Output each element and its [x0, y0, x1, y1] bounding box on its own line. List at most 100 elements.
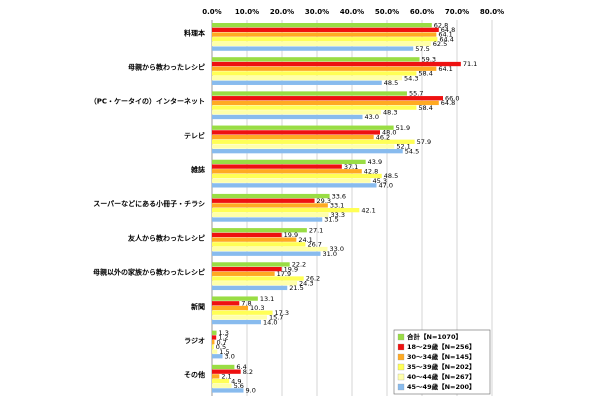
bar [212, 242, 306, 247]
category-label: ラジオ [184, 337, 205, 345]
category-label: 雑誌 [190, 165, 205, 174]
bar [212, 228, 307, 233]
bar [212, 262, 290, 267]
bar [212, 340, 215, 345]
value-label: 24.3 [299, 279, 313, 287]
bar [212, 232, 282, 238]
value-label: 6.4 [236, 363, 246, 371]
bar [212, 27, 439, 32]
category-label: 料理本 [184, 28, 205, 37]
legend-swatch [397, 363, 405, 371]
value-label: 0.7 [216, 338, 226, 346]
value-label: 1.5 [219, 348, 229, 356]
value-label: 26.2 [306, 275, 320, 283]
value-label: 47.0 [379, 182, 393, 190]
value-label: 10.3 [250, 304, 264, 312]
value-label: 43.0 [365, 113, 379, 121]
bar [212, 203, 328, 208]
value-label: 55.7 [409, 90, 423, 98]
value-label: 64.8 [441, 26, 455, 34]
bar [212, 57, 420, 62]
bar [212, 251, 321, 256]
bar [212, 193, 330, 199]
bar [212, 246, 328, 252]
bar [212, 61, 461, 67]
bar [212, 310, 273, 315]
bar [212, 105, 417, 110]
value-label: 3.0 [225, 352, 235, 360]
bar [212, 305, 249, 311]
bar [212, 96, 443, 101]
bar [212, 23, 432, 28]
value-label: 19.9 [284, 231, 298, 239]
bar [212, 125, 394, 130]
bar [212, 285, 288, 291]
value-label: 8.2 [243, 368, 253, 376]
value-label: 43.9 [368, 158, 382, 166]
value-label: 29.3 [317, 197, 331, 205]
value-label: 4.9 [231, 377, 241, 385]
bar [212, 144, 395, 149]
category-label: テレビ [184, 131, 205, 140]
bar [212, 149, 403, 154]
value-label: 15.7 [269, 314, 283, 322]
x-tick-label: 60.0% [410, 8, 434, 16]
value-label: 64.1 [438, 31, 452, 39]
bar [212, 169, 362, 174]
bar [212, 208, 360, 213]
bar [212, 354, 223, 359]
value-label: 19.9 [284, 265, 298, 273]
bar [212, 212, 329, 217]
value-label: 1.2 [218, 334, 228, 342]
category-label: 新聞 [191, 302, 205, 311]
bar [212, 178, 371, 183]
value-label: 58.4 [418, 104, 432, 112]
value-label: 1.3 [219, 329, 229, 337]
bar [212, 237, 297, 242]
legend-swatch [397, 343, 405, 351]
x-tick-label: 20.0% [270, 8, 294, 16]
x-tick-label: 40.0% [340, 8, 364, 16]
bar [212, 100, 439, 106]
value-label: 48.5 [384, 172, 398, 180]
legend-label: 40～44歳【N=267】 [407, 372, 476, 381]
legend-label: 合計【N=1070】 [406, 332, 462, 341]
bar [212, 41, 431, 47]
value-label: 9.0 [246, 387, 256, 395]
bar [212, 319, 261, 325]
category-label: 母親以外の家族から教わったレシピ [93, 268, 205, 277]
bar [212, 301, 240, 306]
bar [212, 183, 377, 188]
bar [212, 173, 382, 179]
value-label: 26.7 [307, 241, 321, 249]
legend-label: 45～49歳【N=200】 [407, 382, 476, 391]
bar [212, 378, 230, 384]
bar [212, 71, 417, 76]
value-label: 46.2 [376, 133, 390, 141]
value-label: 51.9 [396, 124, 410, 132]
value-label: 57.9 [417, 138, 431, 146]
bar [212, 66, 437, 71]
value-label: 17.9 [277, 270, 291, 278]
legend-swatch [397, 333, 405, 341]
legend-label: 30～34歳【N=145】 [407, 352, 476, 361]
category-label: その他 [184, 370, 205, 379]
value-label: 48.0 [382, 129, 396, 137]
value-label: 17.3 [275, 309, 289, 317]
bar [212, 281, 298, 286]
value-label: 48.3 [383, 109, 397, 117]
bar [212, 364, 235, 370]
bar [212, 266, 282, 272]
value-label: 33.3 [331, 211, 345, 219]
value-label: 66.0 [445, 94, 459, 102]
value-label: 21.5 [289, 284, 303, 292]
bar [212, 164, 342, 169]
value-label: 54.5 [405, 147, 419, 155]
bar [212, 276, 304, 281]
bar [212, 134, 374, 140]
legend-swatch [397, 383, 405, 391]
value-label: 7.8 [241, 300, 251, 308]
value-label: 31.5 [324, 216, 338, 224]
x-tick-label: 70.0% [445, 8, 469, 16]
bar [212, 110, 382, 115]
